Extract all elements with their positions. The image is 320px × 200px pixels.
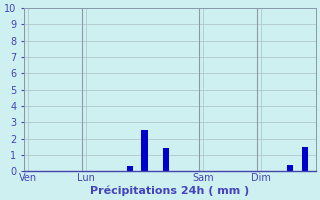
Bar: [163, 148, 169, 171]
Bar: [302, 147, 308, 171]
X-axis label: Précipitations 24h ( mm ): Précipitations 24h ( mm ): [90, 185, 250, 196]
Bar: [127, 166, 133, 171]
Bar: [141, 130, 148, 171]
Bar: [287, 165, 293, 171]
